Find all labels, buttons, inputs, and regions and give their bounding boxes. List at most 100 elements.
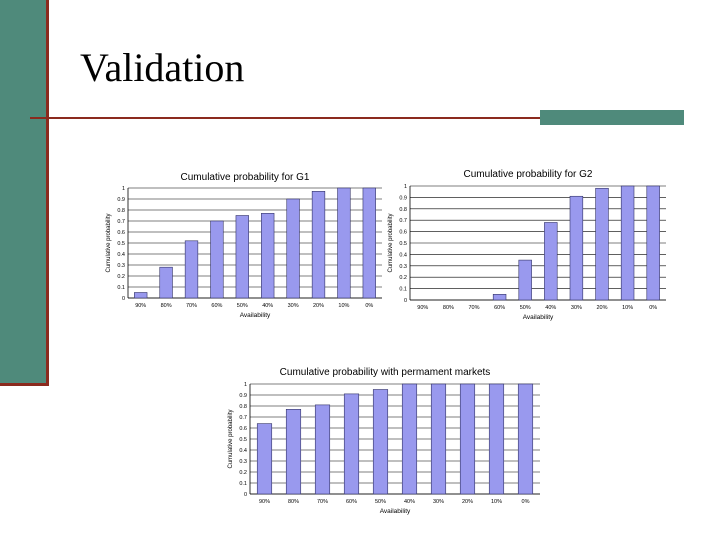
bar — [343, 393, 360, 495]
chart-title: Cumulative probability with permament ma… — [280, 367, 491, 378]
bar — [256, 423, 273, 495]
bar — [159, 266, 173, 299]
title-rule-accent — [540, 110, 684, 125]
x-tick-label: 40% — [545, 305, 556, 311]
y-tick-label: 0.7 — [399, 218, 407, 224]
y-tick-label: 0.6 — [239, 426, 247, 432]
x-tick-label: 80% — [443, 305, 454, 311]
x-tick-label: 10% — [338, 303, 349, 309]
y-tick-label: 1 — [122, 186, 125, 192]
bar — [337, 187, 351, 299]
bar — [311, 190, 326, 299]
y-tick-label: 0 — [122, 296, 125, 302]
x-tick-label: 80% — [288, 499, 299, 505]
bar — [459, 383, 476, 495]
y-tick-label: 0.2 — [239, 470, 247, 476]
bar — [569, 195, 584, 301]
bar — [620, 185, 635, 301]
bar — [488, 383, 505, 495]
y-tick-label: 0.9 — [117, 197, 125, 203]
y-tick-label: 0.5 — [239, 437, 247, 443]
x-tick-label: 0% — [365, 303, 373, 309]
bar — [210, 220, 224, 299]
y-tick-label: 0 — [244, 492, 247, 498]
bar — [646, 185, 660, 301]
x-tick-label: 50% — [237, 303, 248, 309]
x-axis-label: Availability — [380, 508, 411, 515]
x-tick-label: 0% — [522, 499, 530, 505]
y-tick-label: 0.8 — [117, 208, 125, 214]
chart-title: Cumulative probability for G2 — [464, 169, 593, 180]
x-tick-label: 0% — [649, 305, 657, 311]
x-tick-label: 60% — [211, 303, 222, 309]
x-tick-label: 90% — [417, 305, 428, 311]
y-tick-label: 0.5 — [117, 241, 125, 247]
x-tick-label: 10% — [491, 499, 502, 505]
bar — [285, 408, 302, 495]
x-tick-label: 90% — [259, 499, 270, 505]
y-tick-label: 0 — [404, 298, 407, 304]
y-tick-label: 0.1 — [239, 481, 247, 487]
chart-permanent-markets: Cumulative probability with permament ma… — [228, 367, 540, 515]
bar — [518, 259, 532, 301]
bar — [286, 198, 300, 299]
chart-g1: Cumulative probability for G1 0 0.1 0.2 0.3 0… — [106, 172, 382, 319]
x-tick-label: 80% — [161, 303, 172, 309]
bar — [235, 215, 249, 299]
bar — [544, 222, 558, 301]
y-axis-label: Cumulative probability — [106, 213, 112, 272]
chart-g2: Cumulative probability for G2 0 0.1 0.2 0.3 0… — [388, 169, 666, 321]
x-tick-label: 50% — [375, 499, 386, 505]
y-tick-label: 0.9 — [399, 195, 407, 201]
x-tick-label: 70% — [468, 305, 479, 311]
y-tick-label: 0.2 — [117, 274, 125, 280]
x-tick-label: 30% — [433, 499, 444, 505]
x-tick-label: 50% — [520, 305, 531, 311]
x-tick-label: 20% — [596, 305, 607, 311]
bar — [492, 294, 507, 301]
slide-title: Validation — [80, 45, 245, 90]
y-tick-label: 0.3 — [117, 263, 125, 269]
x-tick-label: 40% — [262, 303, 273, 309]
x-tick-label: 90% — [135, 303, 146, 309]
y-tick-label: 0.2 — [399, 275, 407, 281]
x-axis-label: Availability — [523, 314, 554, 321]
y-tick-label: 0.8 — [399, 207, 407, 213]
y-tick-label: 0.9 — [239, 393, 247, 399]
bar — [595, 187, 609, 301]
bar — [372, 389, 389, 495]
x-axis-label: Availability — [240, 312, 271, 319]
bar — [430, 383, 447, 495]
y-tick-label: 0.4 — [399, 252, 407, 258]
x-tick-label: 30% — [571, 305, 582, 311]
x-tick-label: 40% — [404, 499, 415, 505]
y-tick-label: 0.7 — [239, 415, 247, 421]
y-tick-label: 0.1 — [117, 285, 125, 291]
y-tick-label: 1 — [244, 382, 247, 388]
y-tick-label: 0.3 — [399, 264, 407, 270]
y-axis-label: Cumulative probability — [228, 409, 234, 468]
x-tick-label: 70% — [317, 499, 328, 505]
x-tick-label: 60% — [346, 499, 357, 505]
bar — [401, 383, 418, 495]
bar — [362, 187, 376, 299]
title-rule — [30, 117, 684, 119]
x-tick-label: 30% — [288, 303, 299, 309]
x-tick-label: 60% — [494, 305, 505, 311]
y-axis-label: Cumulative probability — [388, 213, 394, 272]
bar — [517, 383, 534, 495]
x-tick-label: 20% — [462, 499, 473, 505]
y-tick-label: 0.4 — [117, 252, 125, 258]
x-tick-label: 20% — [313, 303, 324, 309]
y-tick-label: 0.4 — [239, 448, 247, 454]
chart-title: Cumulative probability for G1 — [181, 172, 310, 183]
x-tick-label: 10% — [622, 305, 633, 311]
bar — [261, 212, 275, 299]
y-tick-label: 1 — [404, 184, 407, 190]
bar — [184, 240, 199, 299]
y-tick-label: 0.6 — [117, 230, 125, 236]
y-tick-label: 0.8 — [239, 404, 247, 410]
y-tick-label: 0.3 — [239, 459, 247, 465]
y-tick-label: 0.6 — [399, 230, 407, 236]
bar — [134, 292, 148, 299]
